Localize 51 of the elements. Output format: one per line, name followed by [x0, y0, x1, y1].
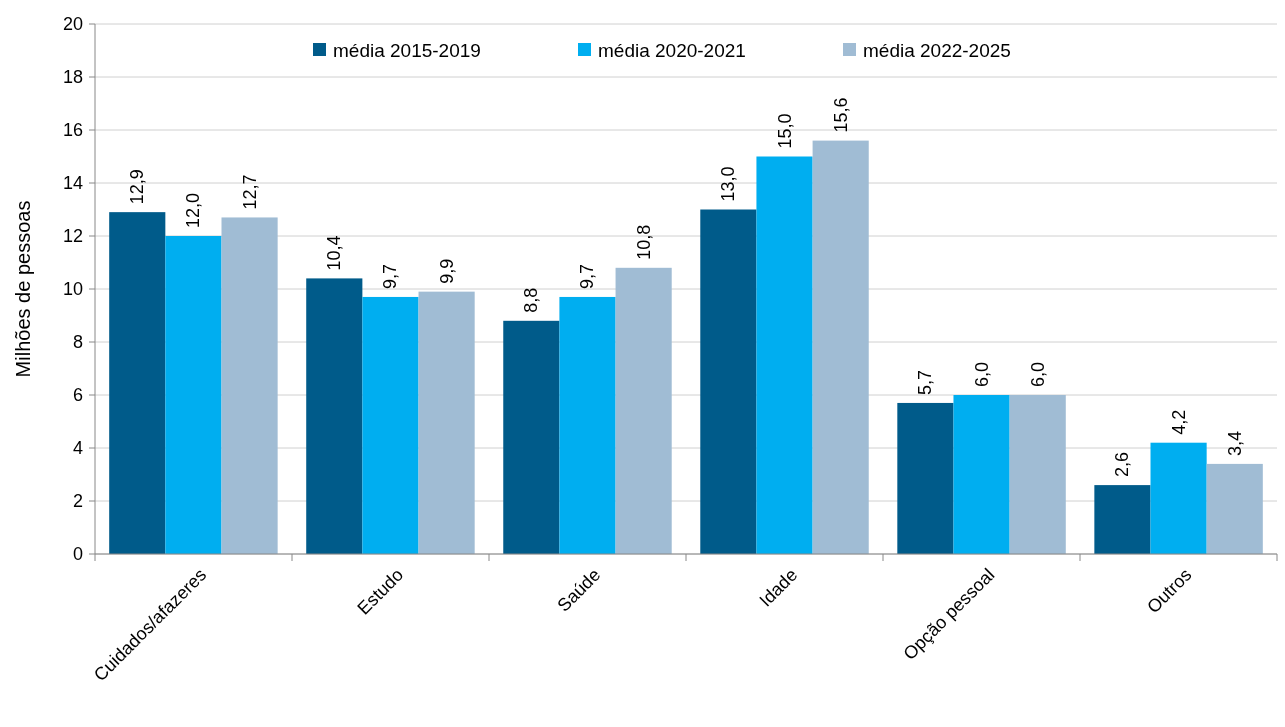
- bar: [362, 296, 419, 554]
- y-tick-label: 14: [62, 173, 83, 194]
- bar: [812, 140, 869, 554]
- data-label: 9,9: [436, 258, 457, 284]
- y-tick-label: 16: [62, 120, 83, 141]
- data-label: 4,2: [1168, 409, 1189, 435]
- bar: [756, 156, 813, 554]
- y-tick-label: 4: [72, 438, 83, 459]
- data-label: 12,0: [183, 192, 204, 228]
- y-tick-label: 0: [72, 544, 83, 565]
- data-label: 15,6: [830, 97, 851, 133]
- bar: [953, 395, 1010, 554]
- bar: [1206, 463, 1263, 554]
- bar: [1009, 395, 1066, 554]
- bar: [418, 291, 475, 554]
- data-label: 3,4: [1224, 430, 1245, 456]
- data-label: 10,8: [633, 224, 654, 260]
- y-tick-label: 8: [72, 332, 83, 353]
- data-label: 12,7: [239, 174, 260, 210]
- bar: [1150, 442, 1207, 554]
- data-label: 5,7: [915, 369, 936, 395]
- legend-label: média 2015-2019: [333, 39, 481, 61]
- data-label: 2,6: [1112, 452, 1133, 478]
- data-label: 13,0: [718, 166, 739, 202]
- legend-label: média 2022-2025: [863, 39, 1011, 61]
- data-label: 12,9: [127, 169, 148, 205]
- bar: [615, 267, 672, 554]
- y-tick-label: 6: [72, 385, 83, 406]
- bar: [165, 236, 222, 554]
- bar: [700, 209, 757, 554]
- data-label: 8,8: [521, 287, 542, 313]
- bar: [897, 402, 954, 554]
- bar: [306, 278, 363, 554]
- data-label: 6,0: [971, 361, 992, 387]
- y-tick-label: 18: [62, 67, 83, 88]
- y-tick-label: 12: [62, 226, 83, 247]
- data-label: 6,0: [1027, 361, 1048, 387]
- y-axis-title: Milhões de pessoas: [12, 200, 34, 378]
- bar: [221, 217, 278, 554]
- bar: [1094, 485, 1151, 554]
- y-tick-label: 2: [72, 491, 83, 512]
- data-label: 9,7: [380, 263, 401, 289]
- data-label: 15,0: [774, 113, 795, 149]
- data-label: 10,4: [324, 235, 345, 271]
- bar: [559, 296, 616, 554]
- data-label: 9,7: [577, 263, 598, 289]
- y-tick-label: 10: [62, 279, 83, 300]
- legend-label: média 2020-2021: [598, 39, 746, 61]
- bar: [109, 212, 166, 554]
- bar: [503, 320, 560, 554]
- y-tick-label: 20: [62, 14, 83, 35]
